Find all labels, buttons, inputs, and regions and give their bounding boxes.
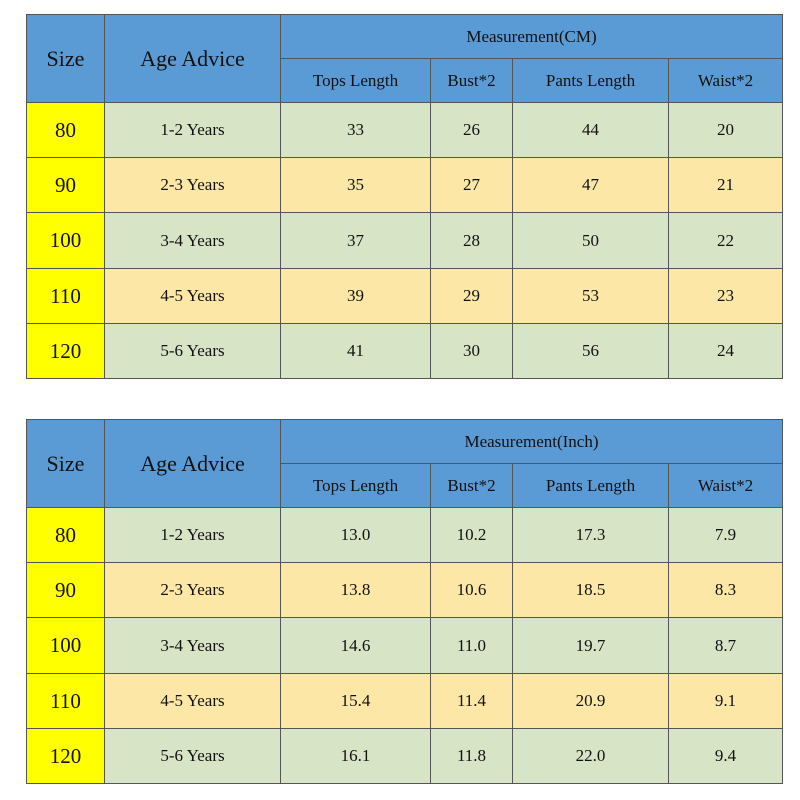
measurement-cell: 11.0 <box>430 617 513 674</box>
age-cell: 5-6 Years <box>104 728 281 784</box>
measurement-cell: 15.4 <box>280 673 431 729</box>
measurement-cell: 47 <box>512 157 669 213</box>
measurement-cell: 21 <box>668 157 783 213</box>
measurement-cell: 39 <box>280 268 431 324</box>
measurement-cell: 8.3 <box>668 562 783 618</box>
measurement-cell: 41 <box>280 323 431 379</box>
measurement-cell: 30 <box>430 323 513 379</box>
measurement-cell: 56 <box>512 323 669 379</box>
measurement-cell: 44 <box>512 102 669 158</box>
measurement-cell: 7.9 <box>668 507 783 563</box>
age-cell: 1-2 Years <box>104 507 281 563</box>
measurement-cell: 53 <box>512 268 669 324</box>
measurement-cell: 13.8 <box>280 562 431 618</box>
size-header: Size <box>26 419 105 508</box>
measurement-cell: 22.0 <box>512 728 669 784</box>
column-header: Waist*2 <box>668 463 783 508</box>
column-header: Waist*2 <box>668 58 783 103</box>
measurement-cell: 24 <box>668 323 783 379</box>
measurement-cell: 27 <box>430 157 513 213</box>
measurement-cell: 10.6 <box>430 562 513 618</box>
measurement-cell: 17.3 <box>512 507 669 563</box>
size-cell: 120 <box>26 323 105 379</box>
measurement-cell: 9.4 <box>668 728 783 784</box>
column-header: Tops Length <box>280 58 431 103</box>
measurement-cell: 13.0 <box>280 507 431 563</box>
measurement-cell: 50 <box>512 212 669 269</box>
measurement-cell: 10.2 <box>430 507 513 563</box>
column-header: Pants Length <box>512 463 669 508</box>
measurement-cell: 33 <box>280 102 431 158</box>
age-cell: 5-6 Years <box>104 323 281 379</box>
measurement-cell: 28 <box>430 212 513 269</box>
measurement-cell: 23 <box>668 268 783 324</box>
measurement-cell: 29 <box>430 268 513 324</box>
age-header: Age Advice <box>104 14 281 103</box>
measurement-cell: 26 <box>430 102 513 158</box>
age-cell: 4-5 Years <box>104 268 281 324</box>
size-cell: 90 <box>26 157 105 213</box>
measurement-cell: 11.8 <box>430 728 513 784</box>
size-cell: 110 <box>26 268 105 324</box>
measurement-cell: 18.5 <box>512 562 669 618</box>
age-cell: 3-4 Years <box>104 617 281 674</box>
group-header: Measurement(CM) <box>280 14 783 59</box>
size-cell: 110 <box>26 673 105 729</box>
measurement-cell: 20.9 <box>512 673 669 729</box>
measurement-cell: 22 <box>668 212 783 269</box>
measurement-cell: 16.1 <box>280 728 431 784</box>
column-header: Bust*2 <box>430 463 513 508</box>
age-header: Age Advice <box>104 419 281 508</box>
measurement-cell: 35 <box>280 157 431 213</box>
measurement-cell: 14.6 <box>280 617 431 674</box>
age-cell: 2-3 Years <box>104 562 281 618</box>
measurement-cell: 19.7 <box>512 617 669 674</box>
column-header: Bust*2 <box>430 58 513 103</box>
size-cell: 80 <box>26 102 105 158</box>
group-header: Measurement(Inch) <box>280 419 783 464</box>
measurement-cell: 9.1 <box>668 673 783 729</box>
size-cell: 80 <box>26 507 105 563</box>
age-cell: 3-4 Years <box>104 212 281 269</box>
size-header: Size <box>26 14 105 103</box>
size-cell: 90 <box>26 562 105 618</box>
measurement-cell: 8.7 <box>668 617 783 674</box>
size-cell: 100 <box>26 617 105 674</box>
age-cell: 2-3 Years <box>104 157 281 213</box>
column-header: Pants Length <box>512 58 669 103</box>
age-cell: 1-2 Years <box>104 102 281 158</box>
age-cell: 4-5 Years <box>104 673 281 729</box>
size-cell: 100 <box>26 212 105 269</box>
measurement-cell: 11.4 <box>430 673 513 729</box>
size-cell: 120 <box>26 728 105 784</box>
measurement-cell: 20 <box>668 102 783 158</box>
measurement-cell: 37 <box>280 212 431 269</box>
column-header: Tops Length <box>280 463 431 508</box>
